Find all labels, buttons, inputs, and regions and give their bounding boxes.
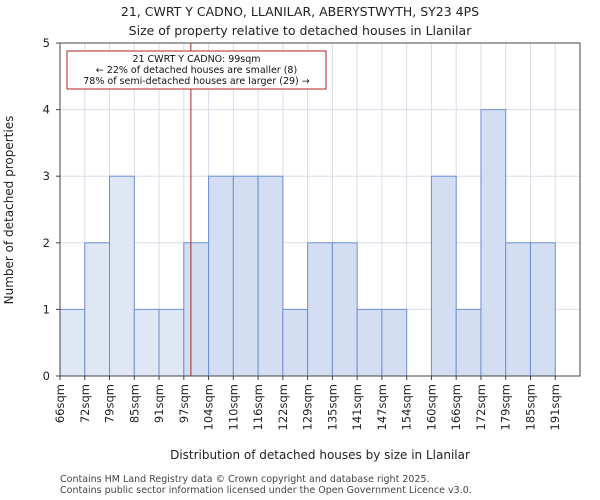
x-tick-label: 135sqm xyxy=(325,384,339,430)
x-tick-label: 141sqm xyxy=(350,384,364,430)
bar xyxy=(183,242,210,377)
x-tick-label: 160sqm xyxy=(424,384,438,430)
x-tick-label: 185sqm xyxy=(523,384,537,430)
y-tick-label: 1 xyxy=(43,302,50,316)
y-axis-title: Number of detached properties xyxy=(2,116,16,305)
x-tick-label: 191sqm xyxy=(548,384,562,430)
bars xyxy=(59,109,556,377)
footer-line-2: Contains public sector information licen… xyxy=(60,485,472,496)
x-axis-title: Distribution of detached houses by size … xyxy=(170,448,470,462)
x-tick-label: 66sqm xyxy=(53,384,67,423)
plot-frame xyxy=(59,42,581,377)
y-tick-label: 2 xyxy=(43,236,50,250)
bar xyxy=(381,308,408,377)
bar xyxy=(158,308,185,377)
y-tick-label: 4 xyxy=(43,103,50,117)
x-tick-label: 179sqm xyxy=(499,384,513,430)
x-tick-label: 166sqm xyxy=(449,384,463,430)
bar xyxy=(505,242,531,377)
annotation-line-2: ← 22% of detached houses are smaller (8) xyxy=(96,65,297,76)
bar xyxy=(59,308,86,377)
bar xyxy=(232,175,259,377)
y-tick-label: 5 xyxy=(43,36,50,50)
bar xyxy=(307,242,333,377)
bar xyxy=(430,175,457,377)
x-tick-label: 97sqm xyxy=(177,384,191,423)
x-tick-label: 110sqm xyxy=(226,384,240,430)
x-tick-label: 129sqm xyxy=(301,384,315,430)
x-tick-label: 72sqm xyxy=(78,384,92,423)
bar xyxy=(282,308,309,377)
x-tick-label: 154sqm xyxy=(400,384,414,430)
annotation-box xyxy=(66,50,327,90)
annotation-line-1: 21 CWRT Y CADNO: 99sqm xyxy=(132,54,260,65)
bar xyxy=(257,175,284,377)
x-tick-label: 91sqm xyxy=(152,384,166,423)
x-tick-label: 79sqm xyxy=(103,384,117,423)
bar xyxy=(84,242,111,377)
x-tick-label: 147sqm xyxy=(375,384,389,430)
x-tick-label: 172sqm xyxy=(474,384,488,430)
x-axis-ticks: 66sqm 72sqm 79sqm 85sqm 91sqm 97sqm 104sqm 110s… xyxy=(53,376,562,430)
bar xyxy=(331,242,358,377)
x-tick-label: 116sqm xyxy=(251,384,265,430)
bar xyxy=(109,175,135,377)
bar xyxy=(480,109,507,377)
bar xyxy=(455,308,482,377)
annotation-line-3: 78% of semi-detached houses are larger (… xyxy=(83,76,310,87)
chart-subtitle: Size of property relative to detached ho… xyxy=(129,23,473,38)
y-axis-ticks: 0 1 2 3 4 5 xyxy=(43,36,60,383)
y-tick-label: 3 xyxy=(43,169,50,183)
y-tick-label: 0 xyxy=(43,369,50,383)
bar xyxy=(133,308,160,377)
bar xyxy=(529,242,556,377)
x-tick-label: 104sqm xyxy=(202,384,216,430)
footer-line-1: Contains HM Land Registry data © Crown c… xyxy=(60,474,430,485)
chart-title: 21, CWRT Y CADNO, LLANILAR, ABERYSTWYTH,… xyxy=(121,4,479,19)
x-tick-label: 85sqm xyxy=(127,384,141,423)
bar xyxy=(356,308,383,377)
x-tick-label: 122sqm xyxy=(276,384,290,430)
histogram-chart: 21, CWRT Y CADNO, LLANILAR, ABERYSTWYTH,… xyxy=(2,4,581,462)
bar xyxy=(208,175,234,377)
